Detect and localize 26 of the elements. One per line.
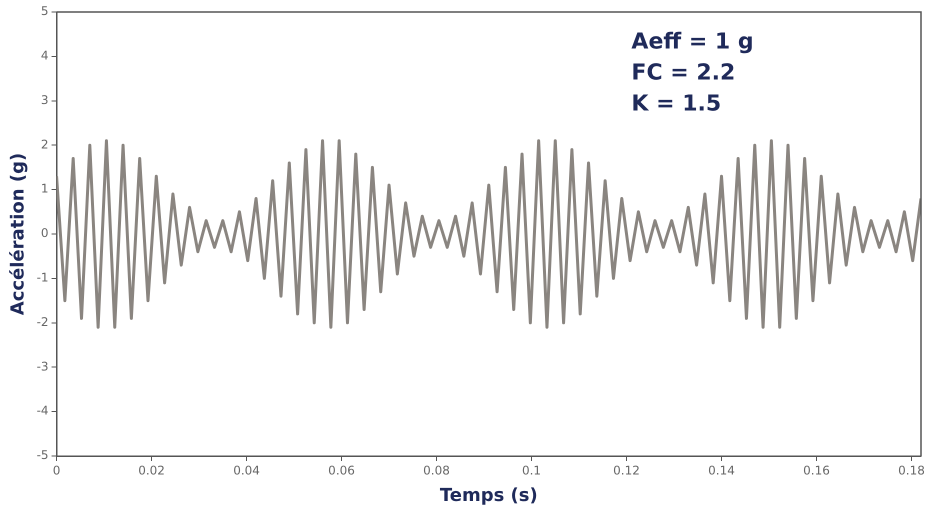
x-tick-label: 0.04 — [233, 463, 260, 478]
y-tick-label: 5 — [40, 4, 49, 18]
y-tick-label: 2 — [40, 137, 49, 152]
x-tick-label: 0.1 — [522, 463, 542, 478]
x-axis-title: Temps (s) — [440, 484, 538, 506]
y-tick-label: -3 — [36, 359, 49, 374]
x-tick-label: 0.14 — [708, 463, 735, 478]
y-axis-title: Accélération (g) — [7, 152, 28, 316]
x-tick-label: 0.12 — [613, 463, 640, 478]
y-tick-label: -5 — [36, 448, 49, 462]
x-tick-label: 0 — [52, 463, 60, 478]
y-tick-label: 1 — [40, 182, 49, 196]
x-tick-label: 0.16 — [803, 463, 830, 478]
x-tick-label: 0.02 — [138, 463, 165, 478]
y-tick-label: -4 — [36, 404, 49, 418]
x-tick-label: 0.06 — [328, 463, 355, 478]
y-tick-label: -1 — [36, 270, 49, 285]
y-tick-label: -2 — [36, 314, 49, 329]
x-tick-label: 0.08 — [423, 463, 450, 478]
annotation: K = 1.5 — [631, 92, 722, 117]
x-tick-label: 0.18 — [898, 463, 925, 478]
annotation: Aeff = 1 g — [631, 30, 754, 55]
y-tick-label: 3 — [40, 92, 49, 107]
y-tick-label: 0 — [40, 226, 49, 240]
annotation: FC = 2.2 — [631, 60, 736, 86]
y-tick-label: 4 — [40, 48, 49, 63]
